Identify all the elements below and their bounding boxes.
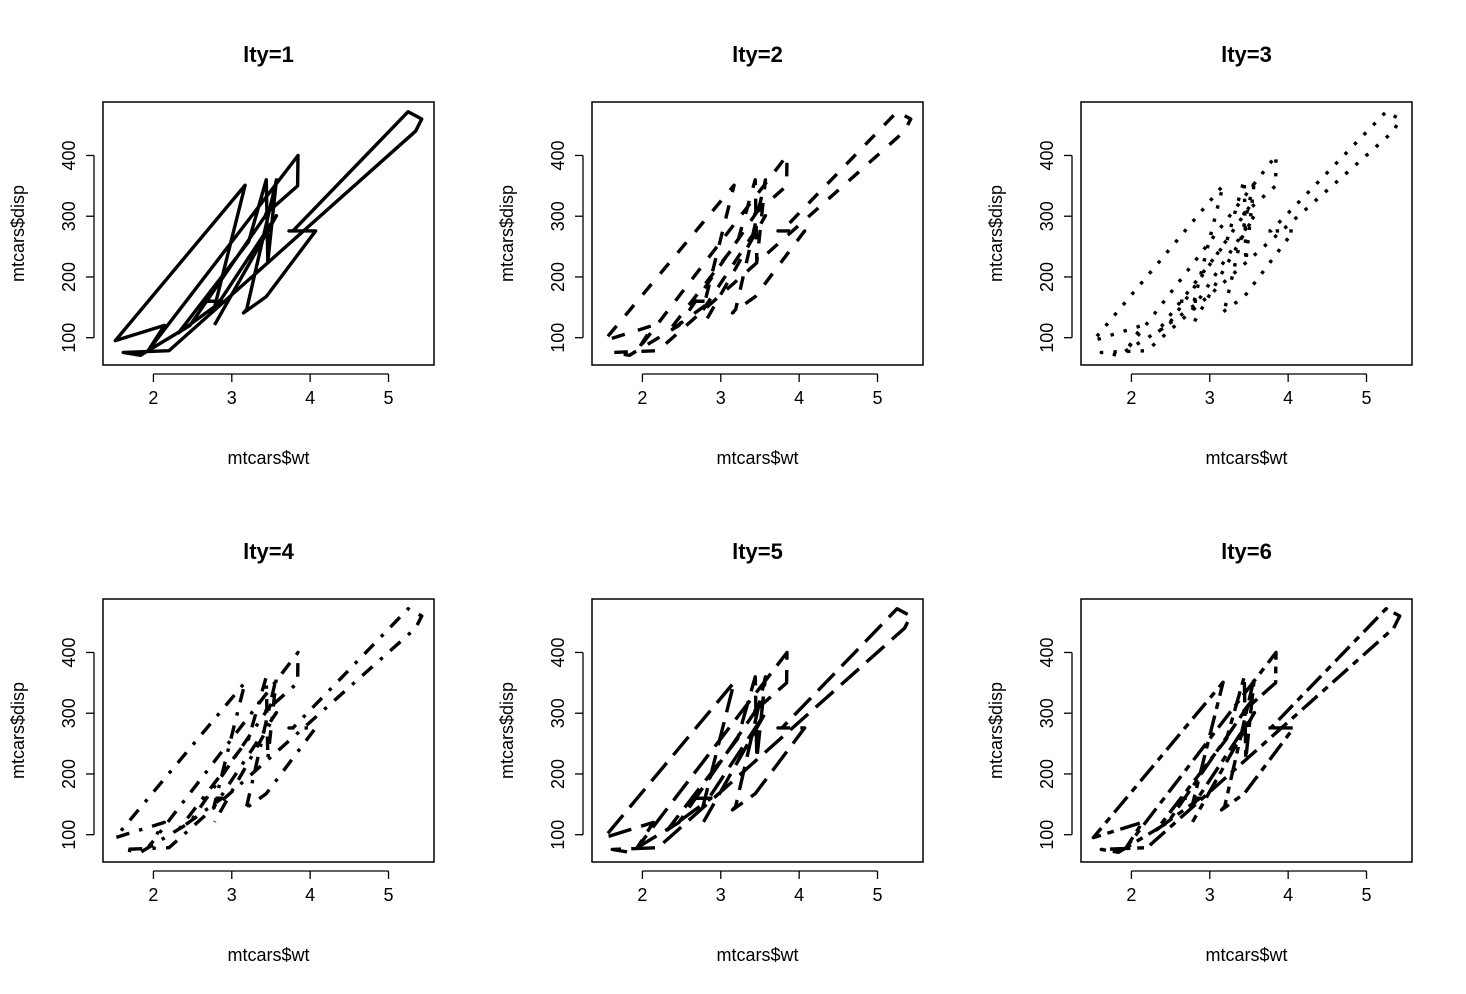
y-tick-label: 400 bbox=[1037, 637, 1057, 667]
panel-3: lty=3 2 3 4 5 100 200 300 400 mtcars$wt mtcars$dis… bbox=[986, 42, 1413, 468]
y-tick-label: 400 bbox=[548, 140, 568, 170]
y-axis-label: mtcars$disp bbox=[497, 185, 517, 282]
y-tick-label: 400 bbox=[59, 140, 79, 170]
y-tick-label: 400 bbox=[59, 637, 79, 667]
y-tick-label: 100 bbox=[59, 323, 79, 353]
x-axis-label: mtcars$wt bbox=[1205, 945, 1287, 965]
x-tick-label: 4 bbox=[794, 885, 804, 905]
x-tick-label: 5 bbox=[1362, 885, 1372, 905]
series-line bbox=[1091, 110, 1402, 357]
plot-frame bbox=[591, 101, 924, 366]
x-tick-label: 5 bbox=[384, 388, 394, 408]
y-tick-label: 200 bbox=[1037, 759, 1057, 789]
x-tick-label: 4 bbox=[305, 885, 315, 905]
y-tick-label: 100 bbox=[1037, 323, 1057, 353]
y-tick-label: 200 bbox=[548, 262, 568, 292]
x-tick-label: 5 bbox=[1362, 388, 1372, 408]
x-tick-label: 3 bbox=[227, 885, 237, 905]
x-axis-label: mtcars$wt bbox=[227, 945, 309, 965]
y-tick-label: 200 bbox=[548, 759, 568, 789]
series-line bbox=[602, 110, 913, 357]
y-axis-label: mtcars$disp bbox=[986, 682, 1006, 779]
x-tick-label: 3 bbox=[1205, 885, 1215, 905]
x-tick-label: 2 bbox=[148, 388, 158, 408]
chart-title: lty=4 bbox=[243, 539, 295, 564]
plot-frame bbox=[1080, 101, 1413, 366]
chart-title: lty=6 bbox=[1221, 539, 1272, 564]
panel-1: lty=1 2 3 4 5 100 200 300 400 mtcars$wt mtcars$dis… bbox=[8, 42, 435, 468]
chart-title: lty=1 bbox=[243, 42, 294, 67]
y-tick-label: 300 bbox=[548, 698, 568, 728]
y-tick-label: 300 bbox=[1037, 698, 1057, 728]
plot-frame bbox=[102, 101, 435, 366]
x-tick-label: 4 bbox=[1283, 388, 1293, 408]
panel-4: lty=4 2 3 4 5 100 200 300 400 mtcars$wt mtcars$dis… bbox=[8, 539, 435, 965]
y-tick-label: 100 bbox=[548, 323, 568, 353]
y-tick-label: 100 bbox=[1037, 820, 1057, 850]
y-tick-label: 200 bbox=[59, 262, 79, 292]
x-axis-label: mtcars$wt bbox=[716, 945, 798, 965]
x-tick-label: 2 bbox=[637, 885, 647, 905]
plot-frame bbox=[1080, 598, 1413, 863]
x-axis-label: mtcars$wt bbox=[716, 448, 798, 468]
y-axis-label: mtcars$disp bbox=[8, 682, 28, 779]
x-axis-label: mtcars$wt bbox=[227, 448, 309, 468]
y-tick-label: 200 bbox=[1037, 262, 1057, 292]
plot-frame bbox=[591, 598, 924, 863]
x-tick-label: 4 bbox=[305, 388, 315, 408]
chart-title: lty=5 bbox=[732, 539, 783, 564]
x-tick-label: 3 bbox=[716, 388, 726, 408]
y-tick-label: 200 bbox=[59, 759, 79, 789]
chart-title: lty=3 bbox=[1221, 42, 1272, 67]
chart-title: lty=2 bbox=[732, 42, 783, 67]
plot-frame bbox=[102, 598, 435, 863]
panel-5: lty=5 2 3 4 5 100 200 300 400 mtcars$wt mtcars$dis… bbox=[497, 539, 924, 965]
y-tick-label: 300 bbox=[548, 201, 568, 231]
x-tick-label: 3 bbox=[716, 885, 726, 905]
y-tick-label: 100 bbox=[548, 820, 568, 850]
x-tick-label: 5 bbox=[384, 885, 394, 905]
y-tick-label: 300 bbox=[1037, 201, 1057, 231]
x-tick-label: 2 bbox=[148, 885, 158, 905]
y-tick-label: 300 bbox=[59, 201, 79, 231]
x-tick-label: 4 bbox=[794, 388, 804, 408]
y-tick-label: 300 bbox=[59, 698, 79, 728]
panel-6: lty=6 2 3 4 5 100 200 300 400 mtcars$wt mtcars$dis… bbox=[986, 539, 1413, 965]
x-tick-label: 5 bbox=[873, 885, 883, 905]
x-tick-label: 2 bbox=[1126, 885, 1136, 905]
y-axis-label: mtcars$disp bbox=[986, 185, 1006, 282]
x-axis-label: mtcars$wt bbox=[1205, 448, 1287, 468]
x-tick-label: 2 bbox=[1126, 388, 1136, 408]
series-line bbox=[113, 607, 424, 854]
y-tick-label: 400 bbox=[1037, 140, 1057, 170]
y-tick-label: 400 bbox=[548, 637, 568, 667]
y-axis-label: mtcars$disp bbox=[8, 185, 28, 282]
series-line bbox=[602, 607, 913, 854]
panel-2: lty=2 2 3 4 5 100 200 300 400 mtcars$wt mtcars$dis… bbox=[497, 42, 924, 468]
y-axis-label: mtcars$disp bbox=[497, 682, 517, 779]
x-tick-label: 3 bbox=[1205, 388, 1215, 408]
series-line bbox=[1091, 607, 1402, 854]
x-tick-label: 2 bbox=[637, 388, 647, 408]
panels: lty=1 2 3 4 5 100 200 300 400 mtcars$wt mtcars$dis… bbox=[8, 42, 1413, 965]
y-tick-label: 100 bbox=[59, 820, 79, 850]
series-line bbox=[113, 110, 424, 357]
x-tick-label: 3 bbox=[227, 388, 237, 408]
x-tick-label: 5 bbox=[873, 388, 883, 408]
x-tick-label: 4 bbox=[1283, 885, 1293, 905]
